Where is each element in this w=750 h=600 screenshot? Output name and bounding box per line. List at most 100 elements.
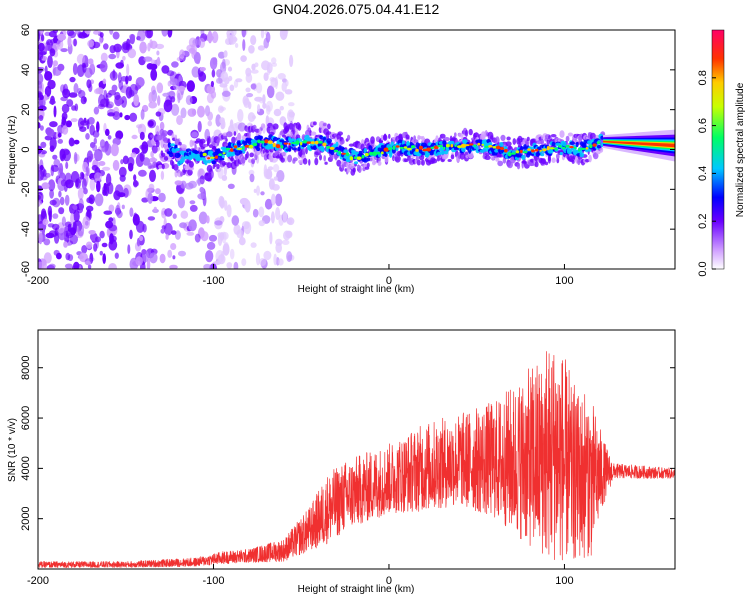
y-tick-label: 60: [20, 24, 32, 36]
ridge-halo: [324, 161, 328, 165]
noise-blob: [112, 31, 120, 40]
noise-blob: [39, 125, 44, 131]
ridge-core: [319, 135, 324, 140]
noise-blob: [143, 56, 153, 62]
noise-blob: [62, 88, 71, 99]
ridge-halo: [167, 129, 174, 136]
noise-blob: [155, 43, 165, 50]
noise-blob: [48, 179, 56, 192]
noise-blob: [100, 52, 108, 63]
noise-blob: [157, 95, 161, 106]
ridge-core: [320, 146, 325, 153]
noise-blob: [277, 73, 286, 80]
ridge-halo: [252, 124, 257, 131]
ridge-core: [540, 153, 545, 157]
noise-blob: [91, 164, 99, 171]
ridge-peak: [318, 140, 323, 144]
spectrogram-x-label: Height of straight line (km): [298, 284, 415, 295]
ridge-halo: [497, 160, 504, 167]
y-tick-label: -40: [20, 221, 32, 237]
ridge-core: [194, 150, 199, 155]
noise-blob: [160, 228, 165, 234]
noise-blob: [114, 252, 119, 259]
noise-blob: [108, 104, 112, 109]
noise-blob: [38, 200, 43, 206]
noise-blob: [41, 208, 47, 219]
ridge-peak: [495, 145, 501, 150]
ridge-core: [326, 138, 332, 144]
ridge-halo: [588, 154, 592, 163]
ridge-halo: [158, 164, 163, 169]
noise-blob: [38, 121, 41, 129]
noise-blob: [240, 55, 247, 62]
noise-blob: [70, 212, 75, 225]
ridge-core: [256, 147, 261, 151]
ridge-peak: [225, 147, 231, 151]
noise-blob: [198, 211, 208, 225]
noise-blob: [128, 162, 134, 172]
noise-blob: [198, 71, 207, 82]
noise-blob: [85, 241, 93, 249]
ridge-halo: [302, 147, 306, 156]
noise-blob: [161, 30, 168, 37]
noise-blob: [38, 91, 43, 101]
ridge-core: [175, 147, 180, 152]
ridge-halo: [216, 163, 220, 169]
ridge-peak: [210, 156, 215, 159]
noise-blob: [224, 200, 228, 211]
ridge-core: [259, 135, 264, 140]
ridge-peak: [418, 145, 423, 150]
ridge-halo: [297, 123, 302, 131]
noise-blob: [89, 124, 95, 136]
ridge-core: [204, 159, 208, 166]
noise-blob: [269, 77, 276, 82]
noise-blob: [189, 200, 196, 205]
ridge-core: [575, 141, 579, 148]
noise-blob: [42, 218, 49, 226]
ridge-halo: [308, 159, 311, 166]
ridge-halo: [377, 160, 382, 166]
noise-blob: [206, 241, 216, 250]
ridge-halo: [436, 156, 441, 162]
noise-blob: [216, 77, 223, 84]
noise-blob: [129, 229, 133, 240]
ridge-peak: [280, 145, 284, 149]
noise-blob: [266, 67, 271, 76]
ridge-halo: [319, 154, 322, 161]
ridge-peak: [445, 144, 450, 148]
ridge-halo: [370, 136, 375, 144]
ridge-core: [362, 157, 369, 163]
noise-blob: [179, 49, 185, 59]
noise-blob: [259, 258, 267, 266]
noise-blob: [67, 223, 72, 232]
ridge-halo: [247, 131, 251, 139]
noise-blob: [135, 77, 145, 88]
ridge-core: [596, 145, 602, 149]
ridge-halo: [246, 151, 249, 159]
ridge-peak: [481, 143, 485, 146]
noise-blob: [243, 221, 252, 235]
ridge-peak: [388, 147, 392, 151]
ridge-halo: [292, 157, 298, 162]
noise-blob: [110, 143, 119, 157]
ridge-core: [442, 140, 447, 145]
noise-blob: [51, 223, 60, 231]
noise-blob: [139, 151, 145, 162]
noise-blob: [133, 179, 138, 188]
noise-blob: [226, 262, 233, 269]
ridge-core: [170, 143, 176, 147]
noise-blob: [229, 84, 235, 92]
ridge-peak: [415, 148, 419, 152]
noise-blob: [219, 83, 228, 88]
ridge-halo: [202, 143, 209, 148]
noise-blob: [174, 180, 183, 186]
noise-blob: [288, 102, 295, 107]
ridge-halo: [347, 134, 351, 141]
noise-blob: [249, 173, 255, 183]
noise-blob: [287, 109, 295, 123]
noise-blob: [210, 80, 214, 88]
ridge-halo: [336, 159, 342, 167]
y-tick-label: 4000: [20, 456, 32, 480]
noise-blob: [57, 33, 67, 41]
noise-blob: [133, 93, 140, 107]
